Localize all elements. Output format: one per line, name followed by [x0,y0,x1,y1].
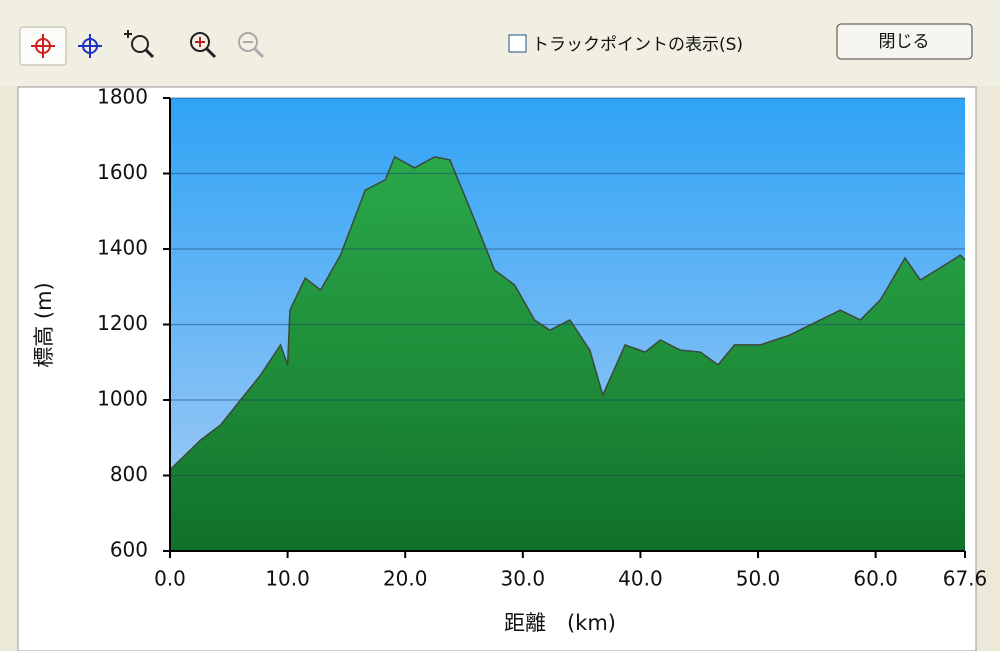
y-tick-label: 600 [110,538,148,562]
toolbar [0,0,1000,86]
checkbox[interactable] [508,34,527,53]
red-crosshair-icon[interactable] [31,34,55,58]
checkbox-label[interactable]: トラックポイントの表示(S) [532,35,743,55]
y-tick-label: 1800 [97,85,148,109]
x-tick-label: 67.6 [943,567,988,591]
close-button-label[interactable]: 閉じる [879,32,930,52]
x-tick-label: 50.0 [736,567,781,591]
area-fill [170,156,965,551]
zoom-fit-icon[interactable] [124,30,155,59]
zoom-in-icon[interactable] [190,32,217,59]
x-axis-title: 距離 (km) [504,611,616,635]
y-axis-title: 標高 (m) [32,282,56,368]
blue-crosshair-icon[interactable] [78,34,102,58]
y-tick-label: 800 [110,462,148,486]
zoom-out-icon [238,32,265,59]
plot: 600 800 1000 1200 1400 1600 1800 0.0 10.0 20.0 30.… [97,85,987,591]
x-tick-label: 0.0 [154,567,186,591]
x-tick-label: 20.0 [383,567,428,591]
y-tick-label: 1600 [97,160,148,184]
elevation-line [169,155,966,471]
y-tick-label: 1400 [97,236,148,260]
y-tick-label: 1000 [97,387,148,411]
x-tick-label: 10.0 [265,567,310,591]
close-button[interactable] [836,23,973,60]
x-tick-label: 40.0 [618,567,663,591]
x-tick-label: 60.0 [853,567,898,591]
x-tick-label: 30.0 [501,567,546,591]
y-tick-label: 1200 [97,311,148,335]
